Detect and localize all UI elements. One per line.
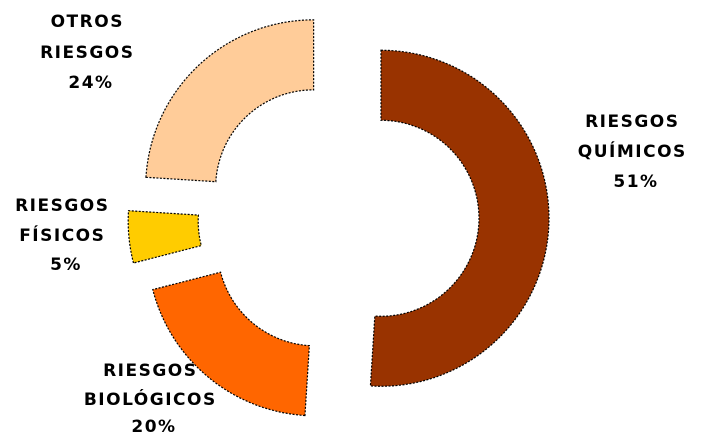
label-otros-line-2: RIESGOS xyxy=(40,43,134,63)
label-otros: OTROS RIESGOS 24% xyxy=(40,12,142,93)
label-fisicos: RIESGOS FÍSICOS 5% xyxy=(15,196,117,275)
label-quimicos-value: 51% xyxy=(613,172,658,192)
chart-slices xyxy=(127,19,550,417)
label-biologicos: RIESGOS BIOLÓGICOS 20% xyxy=(84,361,224,434)
label-quimicos-line-1: RIESGOS xyxy=(585,112,679,132)
slice-otros xyxy=(145,19,315,183)
label-quimicos-line-2: QUÍMICOS xyxy=(578,140,687,162)
label-quimicos: RIESGOS QUÍMICOS 51% xyxy=(578,112,694,192)
label-biologicos-value: 20% xyxy=(131,417,176,434)
slice-biologicos xyxy=(152,271,310,417)
label-otros-line-1: OTROS xyxy=(51,12,124,32)
label-biologicos-line-1: RIESGOS xyxy=(103,361,197,381)
label-otros-value: 24% xyxy=(68,73,113,93)
label-fisicos-value: 5% xyxy=(50,255,82,275)
label-biologicos-line-2: BIOLÓGICOS xyxy=(84,388,217,410)
label-fisicos-line-2: FÍSICOS xyxy=(19,224,105,246)
label-fisicos-line-1: RIESGOS xyxy=(15,196,109,216)
slice-fisicos xyxy=(127,210,203,264)
slice-quimicos xyxy=(369,49,550,387)
